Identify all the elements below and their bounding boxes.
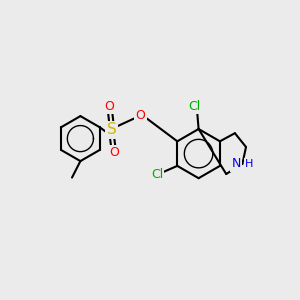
Text: S: S	[107, 122, 116, 137]
Text: N: N	[232, 157, 241, 170]
Text: O: O	[109, 146, 119, 159]
Text: H: H	[245, 159, 253, 169]
Text: Cl: Cl	[151, 168, 163, 182]
Text: Cl: Cl	[188, 100, 200, 113]
Text: O: O	[136, 109, 145, 122]
Text: O: O	[105, 100, 114, 113]
